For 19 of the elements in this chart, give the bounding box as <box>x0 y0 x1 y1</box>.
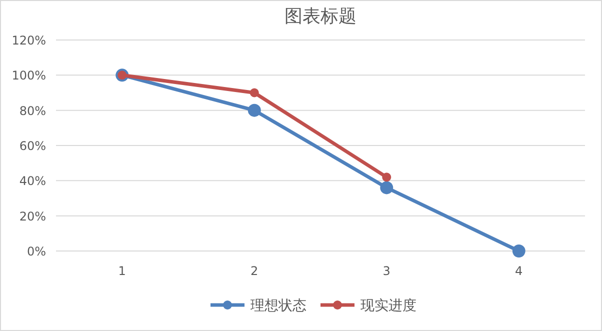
y-tick-label: 40% <box>19 174 46 188</box>
point <box>250 88 259 98</box>
y-tick-label: 0% <box>26 244 46 258</box>
x-tick-label: 2 <box>250 264 258 278</box>
y-tick-label: 80% <box>19 104 46 118</box>
point <box>248 104 261 117</box>
y-tick-label: 60% <box>19 139 46 153</box>
point <box>380 181 394 194</box>
chart-title: 图表标题 <box>284 6 356 27</box>
x-tick-label: 4 <box>515 264 523 278</box>
x-tick-label: 3 <box>382 264 390 278</box>
y-tick-label: 120% <box>12 34 46 48</box>
point <box>512 244 526 258</box>
y-tick-label: 20% <box>19 209 46 224</box>
legend-label: 理想状态 <box>250 298 306 314</box>
y-tick-label: 100% <box>12 68 46 83</box>
x-tick-label: 1 <box>118 264 126 278</box>
legend-label: 现实进度 <box>360 298 416 314</box>
point <box>382 172 392 182</box>
